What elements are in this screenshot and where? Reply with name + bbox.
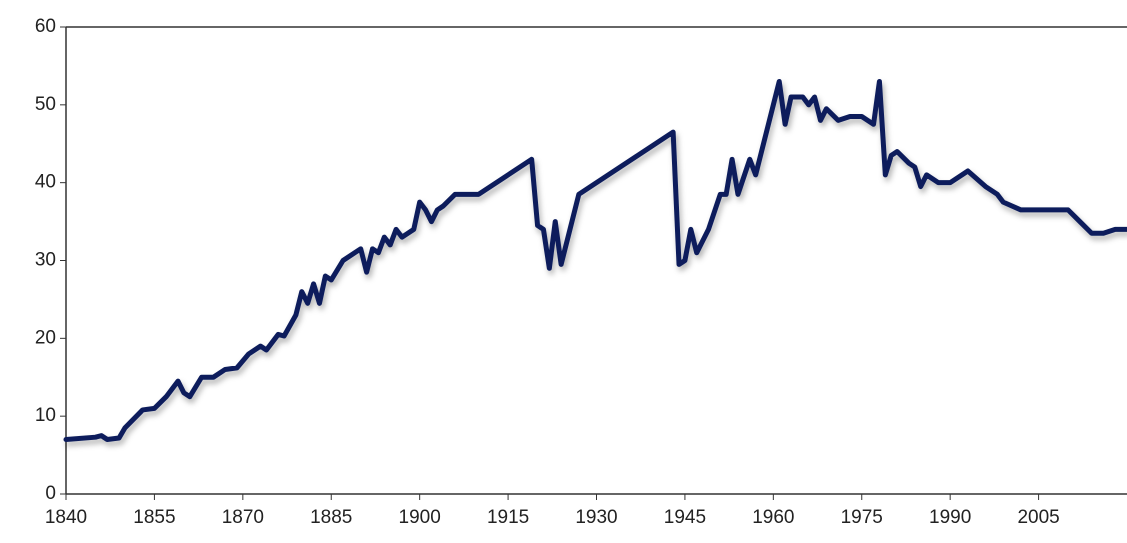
x-tick-label: 1855 (133, 507, 175, 528)
x-tick-label: 1870 (222, 507, 264, 528)
y-tick-label: 50 (35, 94, 56, 115)
y-tick-label: 60 (35, 16, 56, 37)
y-tick-label: 20 (35, 327, 56, 348)
y-tick-label: 0 (45, 483, 56, 504)
y-tick-label: 30 (35, 250, 56, 271)
y-tick-label: 10 (35, 405, 56, 426)
x-tick-label: 1990 (929, 507, 971, 528)
x-tick-label: 1945 (664, 507, 706, 528)
y-tick-label: 40 (35, 172, 56, 193)
x-tick-label: 1915 (487, 507, 529, 528)
x-tick-label: 1960 (752, 507, 794, 528)
line-series (63, 78, 1127, 443)
x-tick-label: 1840 (45, 507, 87, 528)
x-tick-label: 1885 (310, 507, 352, 528)
x-tick-label: 2005 (1017, 507, 1059, 528)
x-tick-label: 1930 (575, 507, 617, 528)
x-tick-label: 1900 (399, 507, 441, 528)
x-tick-label: 1975 (841, 507, 883, 528)
